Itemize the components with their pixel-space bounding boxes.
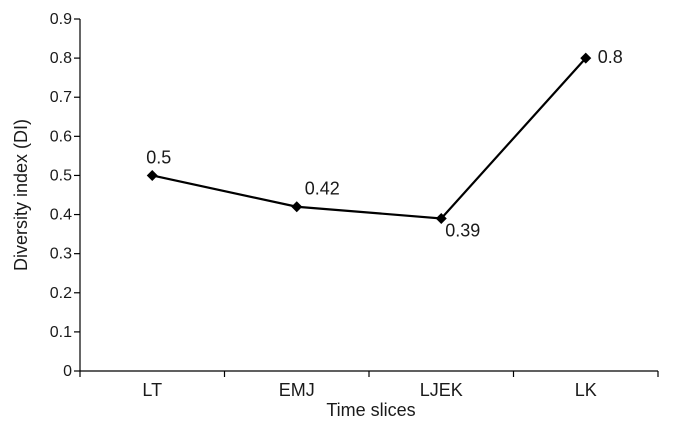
data-label: 0.39 [445,220,480,240]
y-tick-label: 0.3 [50,246,72,263]
x-tick-label: LT [142,380,162,400]
data-label: 0.5 [146,147,171,167]
x-tick-label: LK [575,380,597,400]
series-group: 0.5 0.42 0.39 0.8 [146,47,623,240]
y-tick-label: 0.8 [50,50,72,67]
data-point-marker [291,201,303,213]
series-line [152,57,587,220]
x-axis-title: Time slices [326,400,415,420]
y-tick-label: 0.9 [50,11,72,28]
data-point-marker [146,169,158,181]
data-label: 0.8 [598,47,623,67]
data-point-marker [435,212,447,224]
x-tick-label: LJEK [420,380,463,400]
x-axis: LT EMJ LJEK LK [79,370,659,400]
y-axis: 0 0.1 0.2 0.3 0.4 0.5 0.6 0.7 0.8 0.9 [50,11,81,380]
data-point-marker [580,52,592,64]
x-tick-label: EMJ [279,380,315,400]
y-tick-label: 0.6 [50,128,72,145]
y-tick-label: 0.1 [50,324,72,341]
y-tick-label: 0.7 [50,89,72,106]
y-tick-label: 0.2 [50,285,72,302]
y-tick-label: 0.5 [50,167,72,184]
y-tick-label: 0 [63,363,72,380]
y-tick-label: 0.4 [50,207,72,224]
data-label: 0.42 [305,179,340,199]
y-axis-title: Diversity index (DI) [11,119,31,271]
